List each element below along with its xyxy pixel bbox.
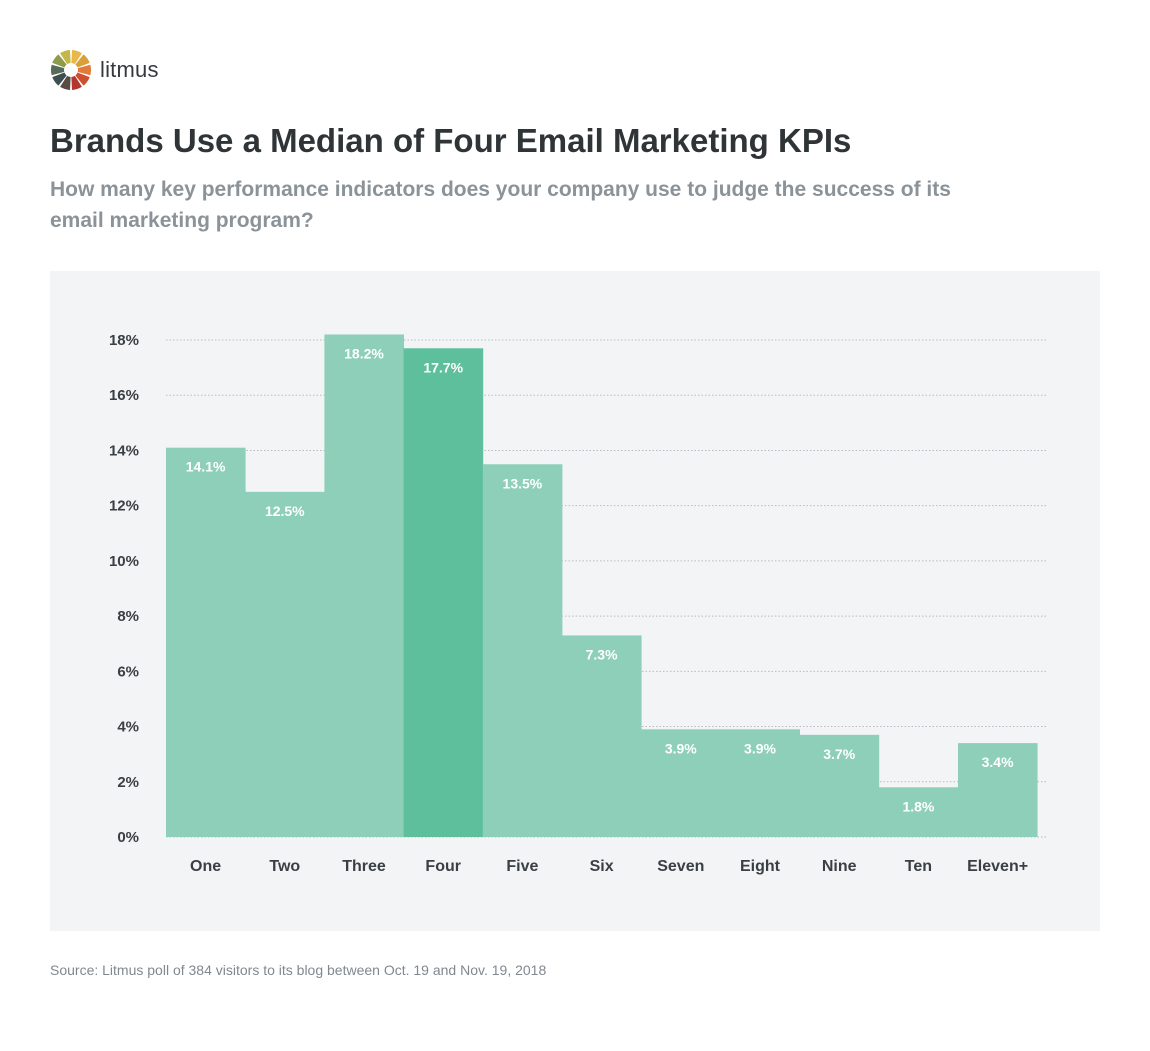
litmus-logo-icon xyxy=(50,50,92,90)
chart-title: Brands Use a Median of Four Email Market… xyxy=(50,122,852,159)
x-category-label: Five xyxy=(506,858,538,875)
bar-value-label: 18.2% xyxy=(344,345,384,361)
x-category-label: Six xyxy=(590,858,614,875)
bar-five xyxy=(482,464,563,837)
y-tick-label: 6% xyxy=(117,663,139,680)
chart-panel: 0% 2% 4% 6% 8% 10% 12% 14% 16% 18% 14.1% One 12.5% Tw… xyxy=(50,271,1100,931)
x-category-label: Eleven+ xyxy=(967,858,1028,875)
logo-segment xyxy=(77,64,92,76)
logo-segment xyxy=(71,50,82,65)
logo-segment xyxy=(75,72,90,86)
bar-value-label: 7.3% xyxy=(586,646,618,662)
bar-two xyxy=(245,491,325,837)
x-category-label: Nine xyxy=(822,858,857,875)
bar-eleven xyxy=(958,743,1038,837)
bar-value-label: 12.5% xyxy=(265,503,305,519)
source-note: Source: Litmus poll of 384 visitors to i… xyxy=(50,962,547,978)
bar-four xyxy=(403,348,484,837)
y-tick-label: 12% xyxy=(109,498,139,515)
bar-six xyxy=(562,635,642,837)
y-tick-label: 14% xyxy=(109,442,139,459)
y-tick-label: 16% xyxy=(109,387,139,404)
logo-segment xyxy=(71,75,82,90)
y-tick-label: 4% xyxy=(117,719,139,736)
logo-segment xyxy=(60,50,71,65)
brand-name: litmus xyxy=(100,57,159,82)
x-category-label: Ten xyxy=(905,858,932,875)
bar-three xyxy=(324,334,404,837)
y-tick-label: 0% xyxy=(117,829,139,846)
x-category-label: Three xyxy=(342,858,386,875)
y-tick-label: 18% xyxy=(109,332,139,349)
bar-ten xyxy=(878,787,959,837)
logo-segment xyxy=(52,72,67,86)
litmus-logo: litmus xyxy=(50,49,159,91)
x-category-label: Seven xyxy=(657,858,704,875)
chart-subtitle: How many key performance indicators does… xyxy=(50,178,951,232)
bar-value-label: 3.4% xyxy=(982,754,1014,770)
bar-value-label: 14.1% xyxy=(186,459,226,475)
y-tick-label: 8% xyxy=(117,608,139,625)
logo-segment xyxy=(52,54,67,68)
bar-one xyxy=(166,447,246,837)
x-category-label: Two xyxy=(269,858,300,875)
logo-segment xyxy=(50,64,65,76)
bar-chart: 0% 2% 4% 6% 8% 10% 12% 14% 16% 18% 14.1% One 12.5% Tw… xyxy=(109,332,1048,875)
x-category-label: Eight xyxy=(740,858,781,875)
y-tick-label: 10% xyxy=(109,553,139,570)
bars xyxy=(166,334,1038,837)
bar-nine xyxy=(799,734,880,837)
logo-segment xyxy=(75,54,90,68)
x-category-label: Four xyxy=(425,858,461,875)
bar-value-label: 1.8% xyxy=(902,798,934,814)
y-tick-label: 2% xyxy=(117,774,139,791)
bar-value-label: 3.9% xyxy=(744,740,776,756)
logo-segment xyxy=(60,75,71,90)
bar-seven xyxy=(641,729,721,837)
bar-value-label: 13.5% xyxy=(503,475,543,491)
bar-value-label: 17.7% xyxy=(423,359,463,375)
x-category-label: One xyxy=(190,858,221,875)
bar-value-label: 3.7% xyxy=(823,746,855,762)
bar-value-label: 3.9% xyxy=(665,740,697,756)
bar-eight xyxy=(720,729,800,837)
